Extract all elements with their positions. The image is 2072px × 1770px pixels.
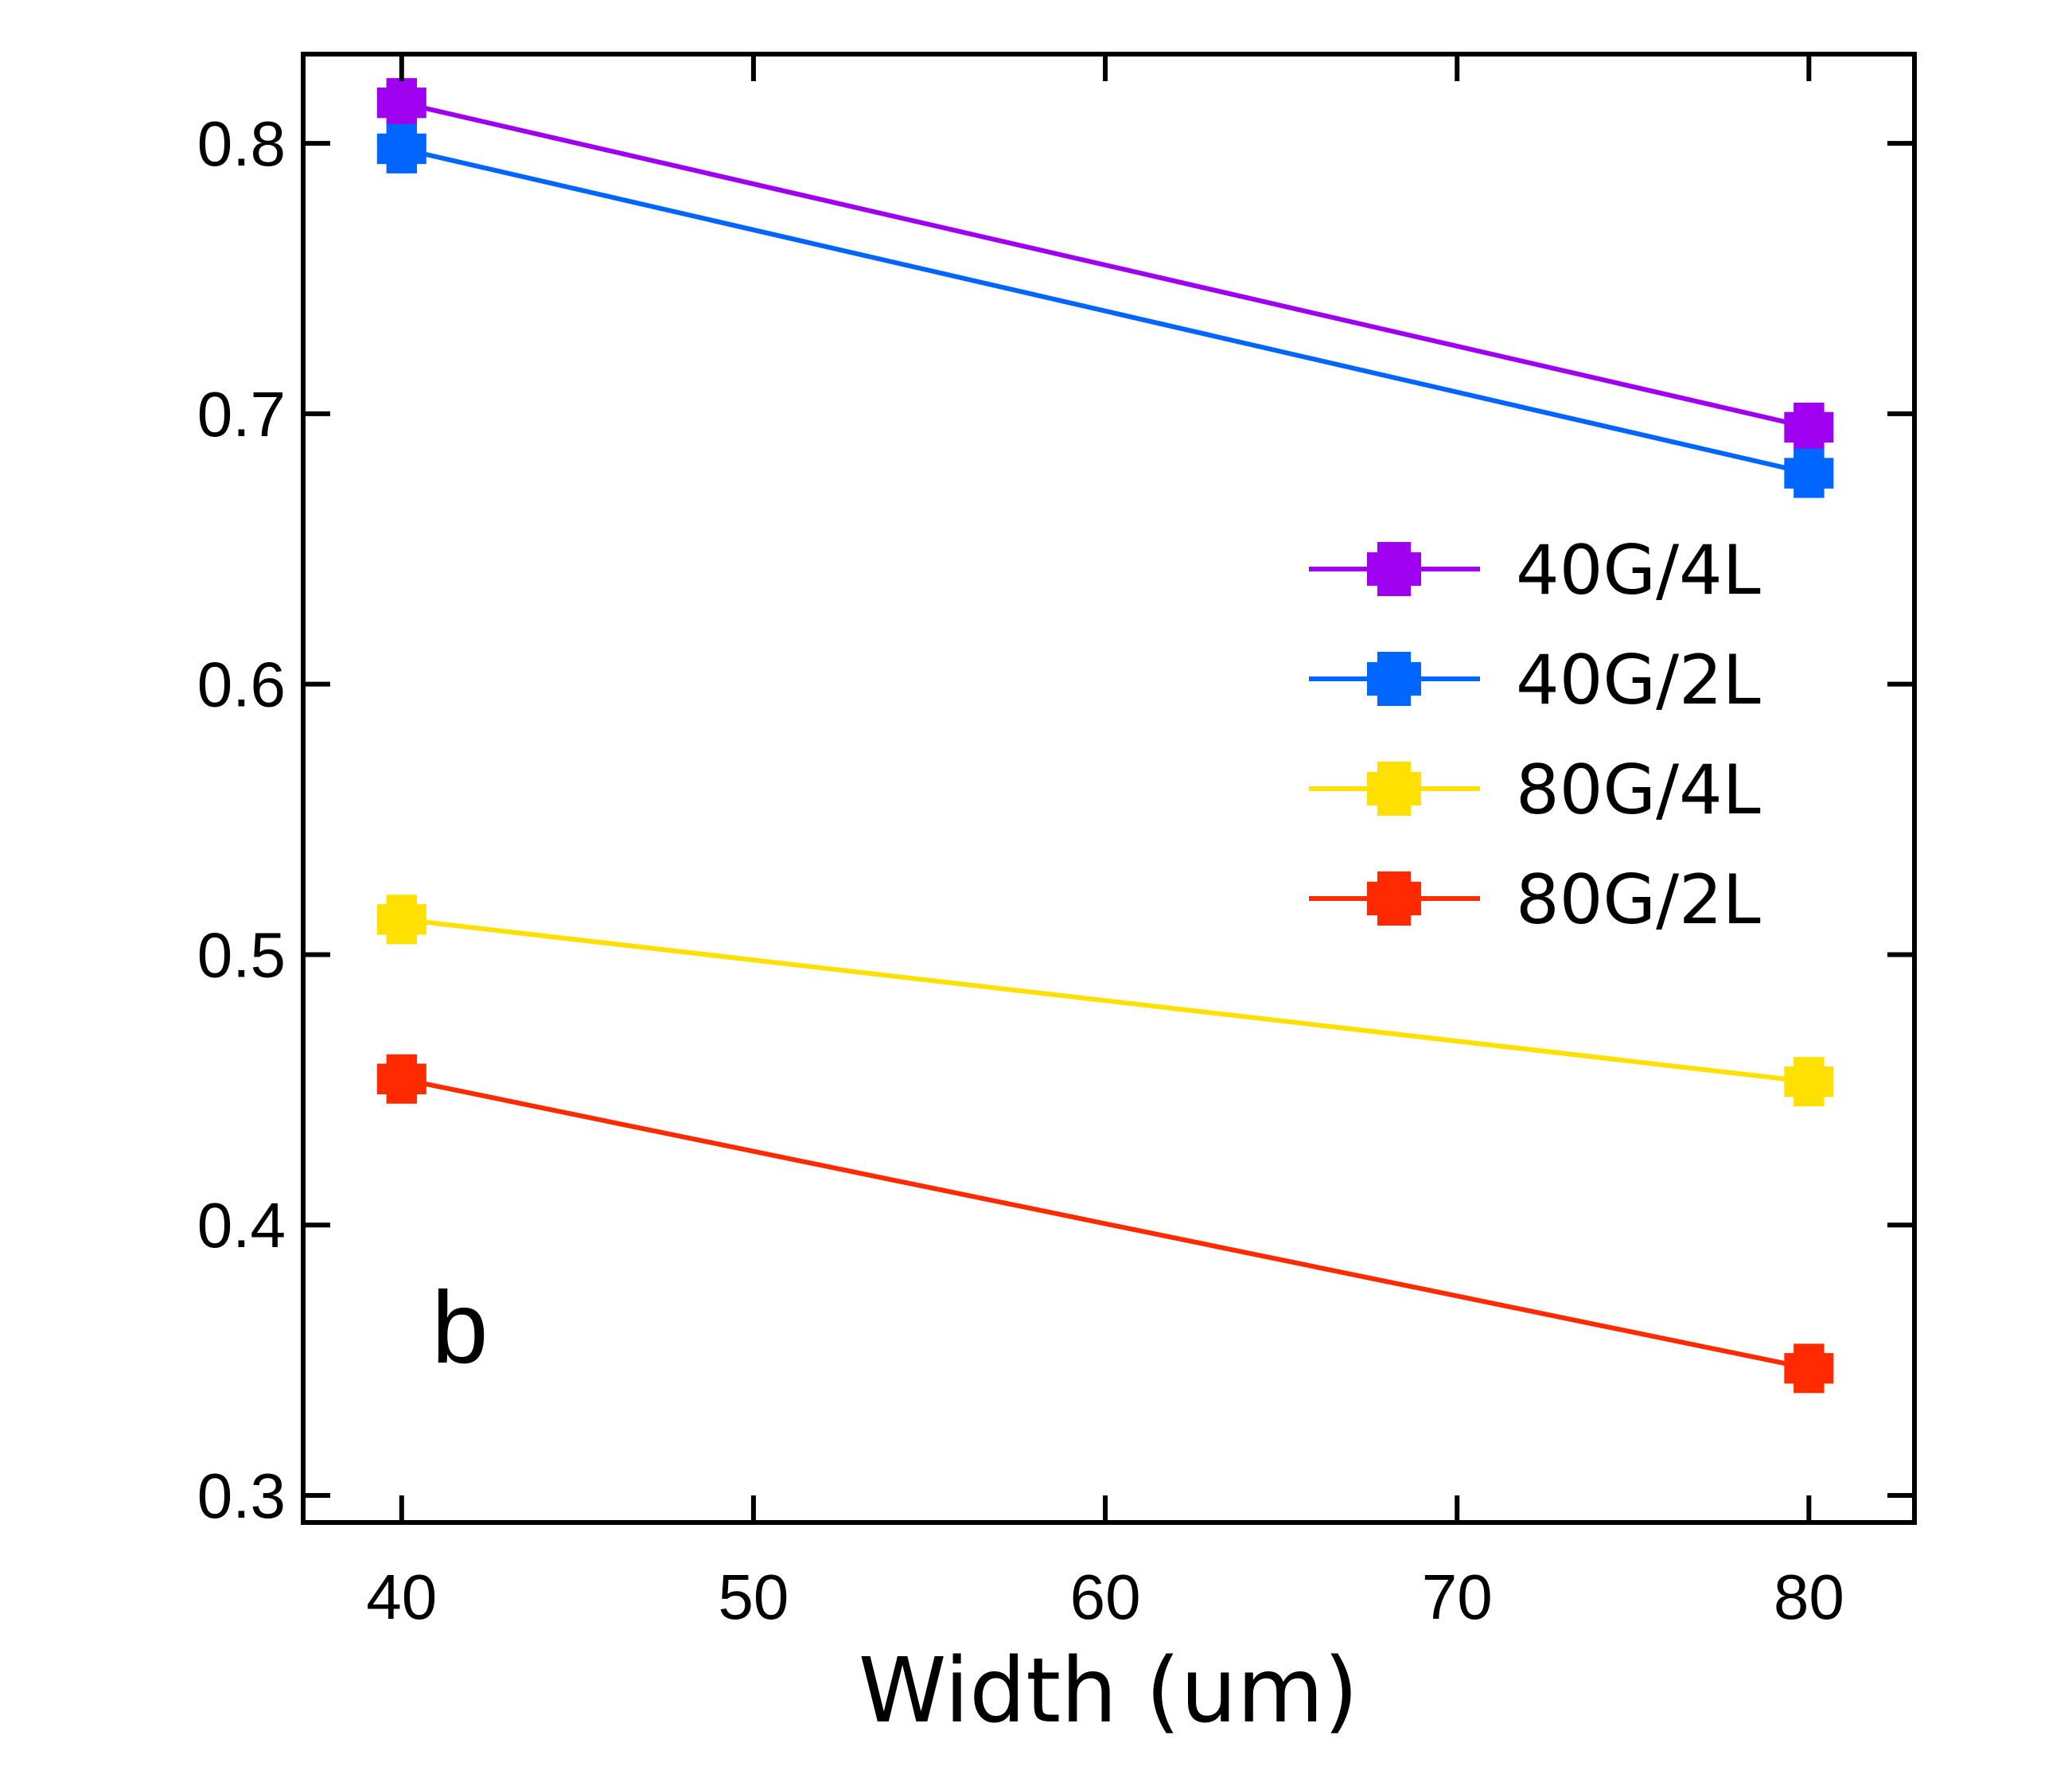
legend-label: 40G/2L [1516, 641, 1761, 720]
series-layer [376, 78, 1834, 1394]
x-tick-label: 40 [366, 1561, 437, 1632]
legend-item: 80G/4L [1309, 750, 1761, 830]
legend-label: 80G/2L [1516, 860, 1761, 940]
x-axis-title: Width (um) [859, 1639, 1358, 1743]
data-point [376, 78, 426, 128]
legend: 40G/4L 40G/2L 80G/4L 80G/2L [1309, 531, 1761, 940]
y-tick-label: 0.8 [197, 108, 286, 179]
series-line [401, 100, 1810, 430]
ticks-layer [303, 54, 1914, 1522]
legend-marker [1367, 762, 1421, 816]
legend-item: 80G/2L [1309, 860, 1761, 940]
series-80g2l [376, 1054, 1834, 1394]
data-point [1784, 1057, 1834, 1107]
legend-marker [1367, 542, 1421, 596]
data-point [1784, 448, 1834, 498]
y-tick-label: 0.3 [197, 1460, 286, 1531]
y-tick-label: 0.5 [197, 919, 286, 990]
x-tick-label: 70 [1422, 1561, 1493, 1632]
x-tick-label: 50 [718, 1561, 789, 1632]
series-40g2l [376, 123, 1834, 498]
y-tick-label: 0.6 [197, 649, 286, 720]
series-80g4l [376, 895, 1834, 1107]
data-point [1784, 402, 1834, 452]
x-tick-label: 60 [1070, 1561, 1141, 1632]
legend-label: 80G/4L [1516, 750, 1761, 830]
data-point [1784, 1343, 1834, 1394]
plot-frame [301, 52, 1917, 1525]
data-point [376, 123, 426, 173]
data-point [376, 1054, 426, 1104]
legend-item: 40G/2L [1309, 641, 1761, 720]
y-tick-label: 0.4 [197, 1190, 286, 1261]
legend-marker [1367, 871, 1421, 926]
legend-marker [1367, 652, 1421, 706]
series-line [401, 146, 1810, 476]
series-line [401, 1076, 1809, 1371]
x-tick-label: 80 [1774, 1561, 1844, 1632]
series-40g4l [376, 78, 1834, 452]
panel-label: b [431, 1271, 488, 1385]
data-point [376, 895, 426, 945]
y-tick-label: 0.7 [197, 379, 286, 450]
legend-label: 40G/4L [1516, 531, 1761, 610]
legend-item: 40G/4L [1309, 531, 1761, 610]
tick-labels-layer: 40 50 60 70 80 0.3 0.4 0.5 0.6 0.7 0.8 [197, 108, 1844, 1632]
series-line [401, 917, 1809, 1085]
